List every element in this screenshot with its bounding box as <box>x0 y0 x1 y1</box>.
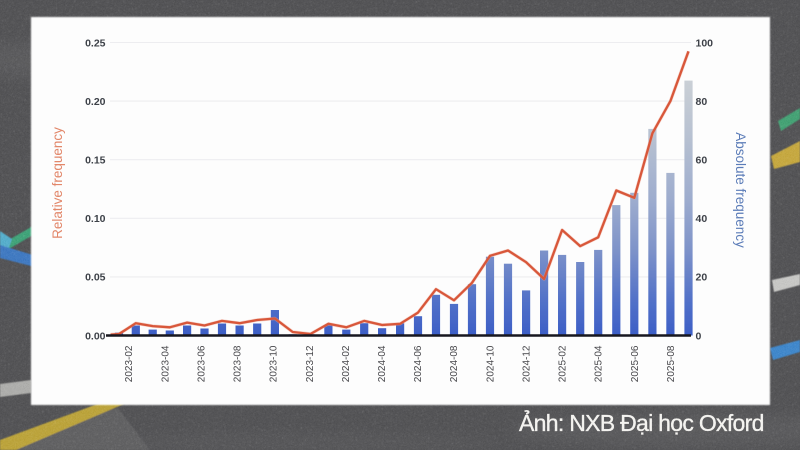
svg-text:2023-10: 2023-10 <box>269 345 280 382</box>
svg-text:0.20: 0.20 <box>85 96 106 108</box>
svg-text:0.05: 0.05 <box>85 272 106 284</box>
svg-text:2025-02: 2025-02 <box>558 345 569 382</box>
svg-text:0.15: 0.15 <box>85 155 106 167</box>
svg-text:80: 80 <box>696 96 708 108</box>
svg-text:2024-04: 2024-04 <box>377 345 388 382</box>
svg-text:2023-08: 2023-08 <box>233 345 244 382</box>
svg-text:2024-12: 2024-12 <box>522 345 533 382</box>
svg-text:2024-06: 2024-06 <box>413 345 424 382</box>
svg-text:2023-04: 2023-04 <box>160 345 171 382</box>
svg-text:100: 100 <box>696 37 714 49</box>
svg-text:0: 0 <box>696 330 702 342</box>
svg-text:2025-06: 2025-06 <box>630 345 641 382</box>
svg-text:Absolute frequency: Absolute frequency <box>733 132 748 248</box>
svg-text:2023-02: 2023-02 <box>124 345 135 382</box>
svg-text:2024-08: 2024-08 <box>449 345 460 382</box>
svg-text:0.00: 0.00 <box>85 330 106 342</box>
svg-text:0.10: 0.10 <box>85 213 106 225</box>
svg-text:2023-12: 2023-12 <box>305 345 316 382</box>
svg-text:2025-04: 2025-04 <box>594 345 605 382</box>
svg-text:Relative frequency: Relative frequency <box>50 127 65 239</box>
svg-text:60: 60 <box>696 155 708 167</box>
svg-text:40: 40 <box>696 213 708 225</box>
svg-text:Ảnh: NXB Đại học Oxford: Ảnh: NXB Đại học Oxford <box>519 408 764 436</box>
svg-text:0.25: 0.25 <box>85 37 106 49</box>
svg-text:2023-06: 2023-06 <box>196 345 207 382</box>
svg-text:2024-10: 2024-10 <box>485 345 496 382</box>
svg-text:20: 20 <box>696 272 708 284</box>
svg-text:2025-08: 2025-08 <box>666 345 677 382</box>
svg-text:2024-02: 2024-02 <box>341 345 352 382</box>
